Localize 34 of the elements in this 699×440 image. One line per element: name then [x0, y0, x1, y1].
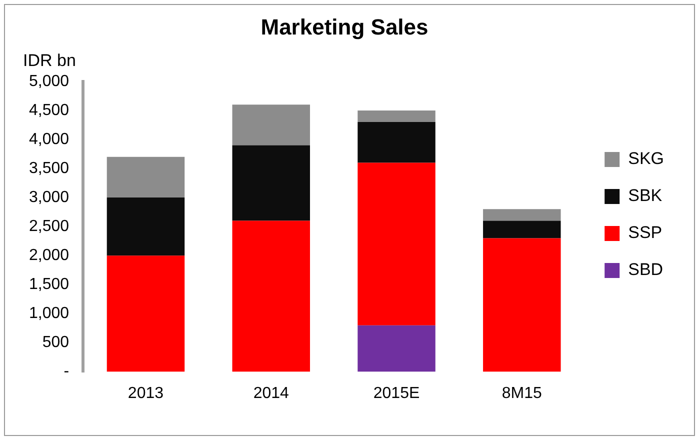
y-tick-label: 1,500: [28, 276, 70, 294]
y-tick-label: 500: [42, 334, 70, 352]
y-tick-label: 1,000: [28, 305, 70, 322]
legend-label: SSP: [628, 223, 662, 242]
bar: [232, 220, 310, 372]
legend-label: SBD: [628, 260, 664, 280]
x-tick-label: 2014: [253, 384, 290, 402]
x-tick-label: 2013: [128, 384, 164, 402]
y-tick-label: -: [64, 363, 70, 380]
y-tick-label: 2,500: [28, 218, 70, 236]
bar: [106, 256, 185, 372]
y-tick-label: 4,000: [28, 130, 70, 148]
y-tick-label: 4,500: [28, 102, 70, 119]
y-tick-label: 5,000: [28, 72, 70, 90]
bar: [483, 209, 561, 221]
y-axis-title: IDR bn: [23, 51, 76, 70]
bar: [358, 110, 436, 122]
bar: [232, 145, 310, 221]
chart-title: Marketing Sales: [260, 14, 428, 40]
bar: [232, 104, 310, 146]
bar: [106, 156, 185, 198]
bar: [358, 325, 436, 372]
bar: [106, 198, 185, 256]
bar: [483, 220, 561, 238]
x-tick-label: 8M15: [502, 384, 542, 402]
bar: [483, 238, 561, 372]
bar: [358, 122, 436, 163]
x-tick-label: 2015E: [373, 384, 420, 402]
y-tick-label: 2,000: [28, 247, 70, 264]
y-tick-label: 3,000: [28, 188, 70, 206]
legend-label: SKG: [628, 149, 664, 168]
legend-label: SBK: [628, 186, 663, 206]
bar: [358, 162, 436, 326]
y-tick-label: 3,500: [28, 160, 70, 177]
